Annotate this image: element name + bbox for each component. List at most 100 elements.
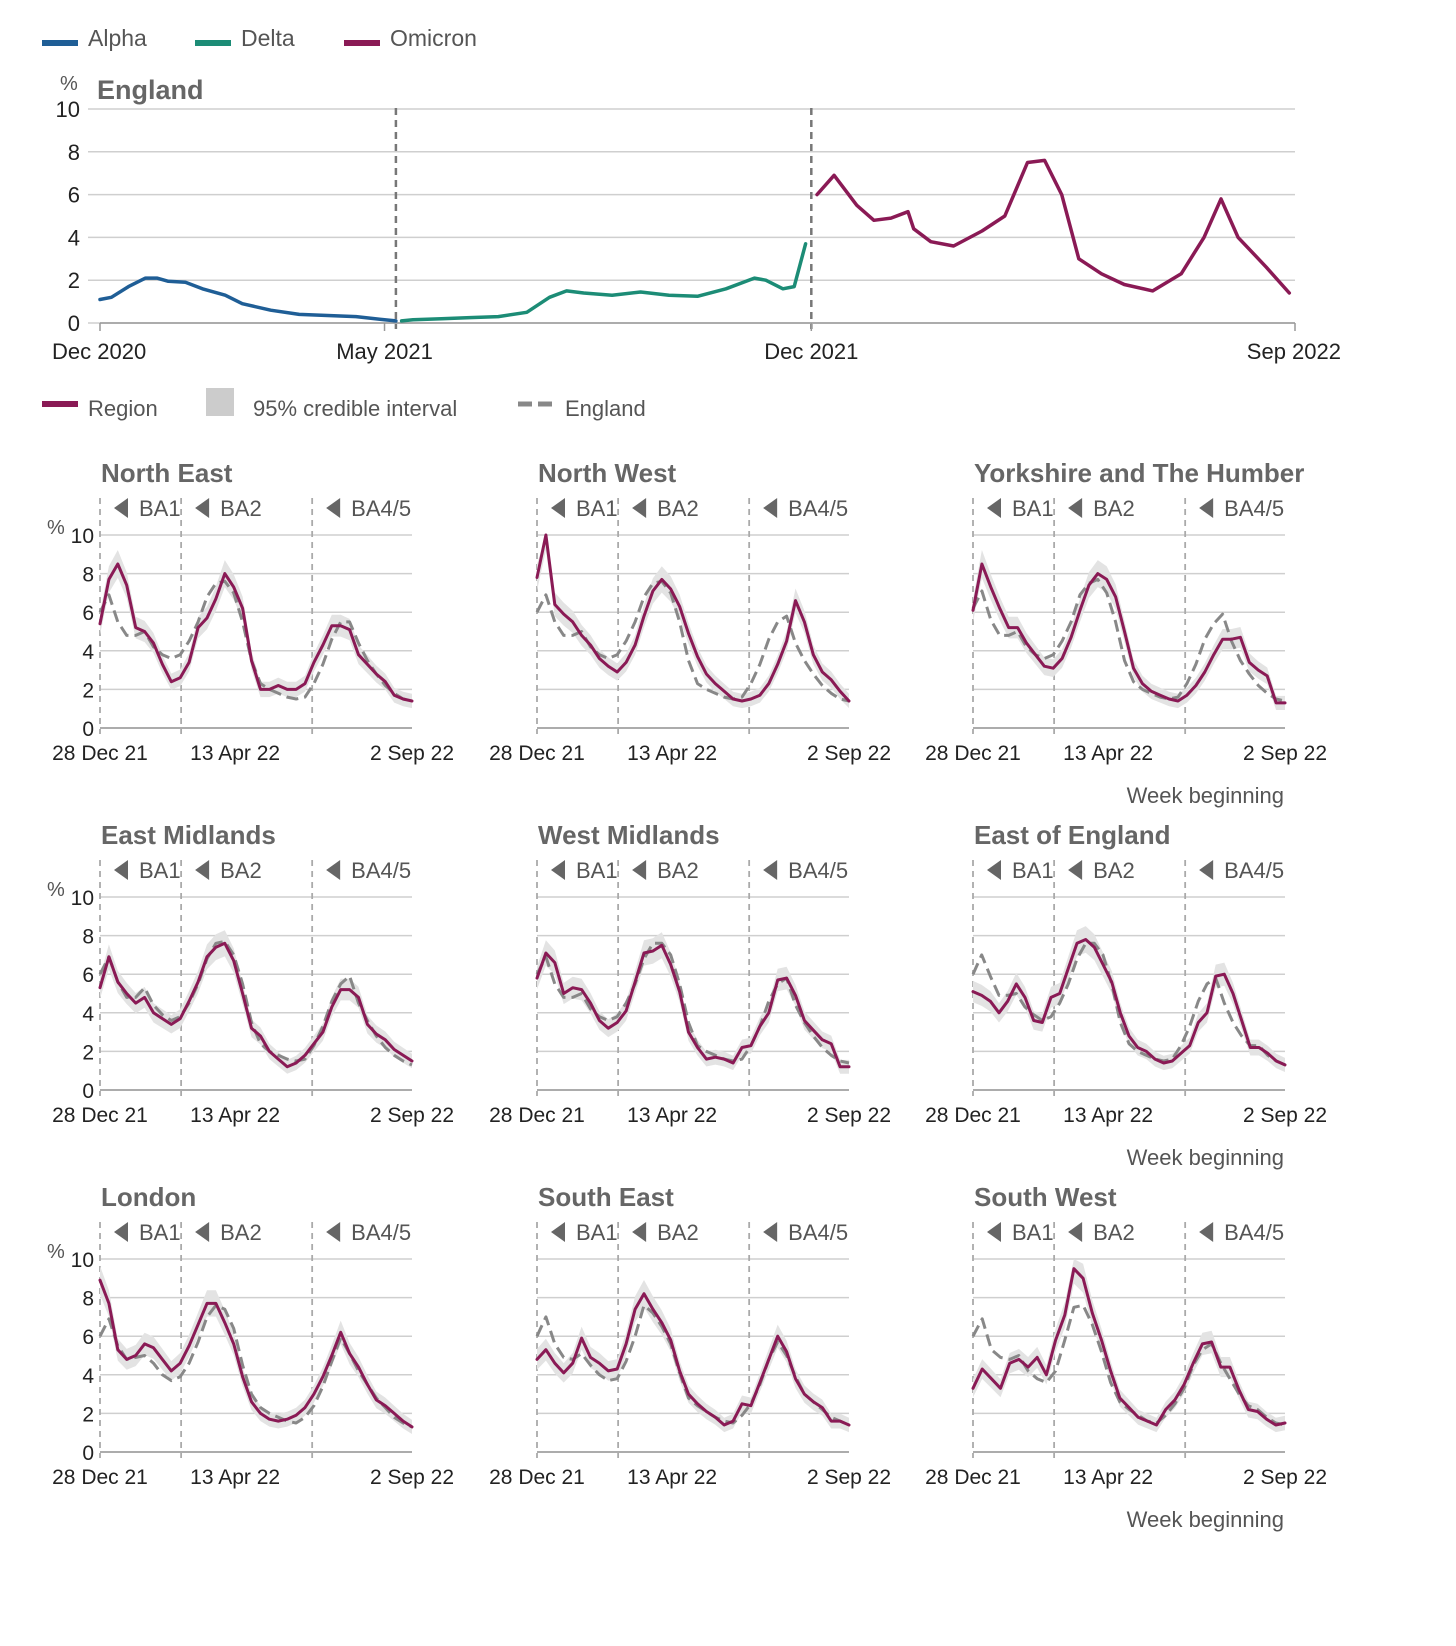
region-xtick-label: 28 Dec 21 — [489, 1466, 585, 1489]
england-y-unit: % — [60, 73, 78, 95]
legend-label-alpha: Alpha — [88, 25, 147, 51]
region-ytick-label: 2 — [82, 1041, 94, 1064]
variant-marker-label: BA1 — [576, 858, 618, 883]
region-xtick-label: 13 Apr 22 — [1063, 742, 1153, 765]
variant-arrow-icon — [632, 498, 647, 518]
region-line — [98, 1278, 414, 1429]
region-ytick-label: 4 — [82, 1365, 94, 1388]
region-xtick-label: 2 Sep 22 — [807, 1466, 891, 1489]
region-ytick-label: 0 — [82, 718, 94, 741]
variant-arrow-icon — [1199, 1222, 1214, 1242]
variant-arrow-icon — [114, 860, 128, 880]
england-ytick-label: 4 — [68, 225, 80, 250]
region-xtick-label: 28 Dec 21 — [52, 742, 148, 765]
legend-label-region: Region — [88, 396, 158, 421]
variant-arrow-icon — [326, 498, 341, 518]
variant-arrow-icon — [763, 860, 778, 880]
variant-marker-label: BA2 — [657, 1220, 699, 1245]
region-title: London — [101, 1182, 196, 1212]
england-ytick-label: 10 — [56, 97, 80, 122]
region-xtick-label: 28 Dec 21 — [52, 1466, 148, 1489]
england-ytick-label: 6 — [68, 183, 80, 208]
variant-arrow-icon — [326, 860, 341, 880]
region-ytick-label: 0 — [82, 1080, 94, 1103]
region-xtick-label: 13 Apr 22 — [627, 742, 717, 765]
region-panel-yorkshire-and-the-humber: Yorkshire and The Humber BA1 BA2 BA4/5 28 De… — [925, 458, 1327, 765]
region-xtick-label: 28 Dec 21 — [925, 1466, 1021, 1489]
variant-marker-label: BA2 — [220, 1220, 262, 1245]
region-ytick-label: 0 — [82, 1442, 94, 1465]
variant-arrow-icon — [1068, 860, 1083, 880]
variant-arrow-icon — [987, 498, 1001, 518]
variant-marker-label: BA4/5 — [351, 858, 411, 883]
region-line — [535, 533, 851, 703]
variant-marker-label: BA4/5 — [1224, 1220, 1284, 1245]
england-xtick-label: Sep 2022 — [1247, 339, 1341, 364]
legend-swatch-delta — [195, 40, 231, 46]
variant-arrow-icon — [1199, 498, 1214, 518]
england-reference-line — [98, 579, 413, 703]
variant-marker-label: BA1 — [1012, 858, 1054, 883]
region-line — [535, 1292, 851, 1427]
variant-arrow-icon — [195, 1222, 210, 1242]
variant-arrow-icon — [1068, 498, 1083, 518]
week-beginning-label: Week beginning — [1127, 1145, 1284, 1170]
region-xtick-label: 2 Sep 22 — [370, 742, 454, 765]
england-title: England — [97, 75, 204, 105]
region-xtick-label: 28 Dec 21 — [489, 1104, 585, 1127]
variant-marker-label: BA2 — [1093, 496, 1135, 521]
region-title: North West — [538, 458, 677, 488]
region-ytick-label: 2 — [82, 1403, 94, 1426]
region-line — [971, 938, 1287, 1067]
ci-band — [537, 932, 849, 1074]
region-line — [98, 562, 414, 703]
england-reference-line — [971, 941, 1286, 1067]
region-y-unit: % — [47, 1241, 65, 1263]
region-title: East of England — [974, 820, 1170, 850]
region-xtick-label: 28 Dec 21 — [925, 1104, 1021, 1127]
variant-marker-label: BA4/5 — [788, 496, 848, 521]
region-ytick-label: 10 — [71, 1249, 94, 1272]
region-title: Yorkshire and The Humber — [974, 458, 1304, 488]
legend-swatch-alpha — [42, 40, 78, 46]
region-xtick-label: 13 Apr 22 — [190, 1104, 280, 1127]
variant-marker-label: BA1 — [139, 858, 181, 883]
region-title: North East — [101, 458, 233, 488]
england-ytick-label: 8 — [68, 140, 80, 165]
variant-marker-label: BA4/5 — [788, 858, 848, 883]
region-panel-north-west: North West BA1 BA2 BA4/5 28 Dec 21 13 Apr 22 2… — [489, 458, 891, 765]
england-reference-line — [971, 577, 1286, 703]
england-reference-line — [98, 1303, 413, 1429]
england-ytick-label: 2 — [68, 268, 80, 293]
region-xtick-label: 13 Apr 22 — [190, 742, 280, 765]
legend-swatch-omicron — [344, 40, 380, 46]
variant-arrow-icon — [114, 1222, 128, 1242]
region-panel-west-midlands: West Midlands BA1 BA2 BA4/5 28 Dec 21 13 Apr … — [489, 820, 891, 1127]
week-beginning-label: Week beginning — [1127, 1507, 1284, 1532]
region-xtick-label: 13 Apr 22 — [1063, 1104, 1153, 1127]
variant-marker-label: BA1 — [139, 496, 181, 521]
region-ytick-label: 10 — [71, 525, 94, 548]
series-line-omicron — [815, 158, 1292, 295]
variant-arrow-icon — [763, 1222, 778, 1242]
variant-arrow-icon — [326, 1222, 341, 1242]
legend-label-ci: 95% credible interval — [253, 396, 457, 421]
england-xtick-label: May 2021 — [336, 339, 433, 364]
variant-marker-label: BA1 — [1012, 496, 1054, 521]
variant-marker-label: BA1 — [139, 1220, 181, 1245]
region-title: South West — [974, 1182, 1117, 1212]
region-line — [971, 1267, 1287, 1427]
region-xtick-label: 28 Dec 21 — [52, 1104, 148, 1127]
variant-arrow-icon — [1068, 1222, 1083, 1242]
region-xtick-label: 2 Sep 22 — [1243, 1466, 1327, 1489]
region-ytick-label: 6 — [82, 1326, 94, 1349]
region-xtick-label: 28 Dec 21 — [925, 742, 1021, 765]
variant-arrow-icon — [987, 1222, 1001, 1242]
region-ytick-label: 6 — [82, 602, 94, 625]
legend-label-omicron: Omicron — [390, 25, 477, 51]
legend-label-delta: Delta — [241, 25, 295, 51]
variant-arrow-icon — [1199, 860, 1214, 880]
week-beginning-label: Week beginning — [1127, 783, 1284, 808]
